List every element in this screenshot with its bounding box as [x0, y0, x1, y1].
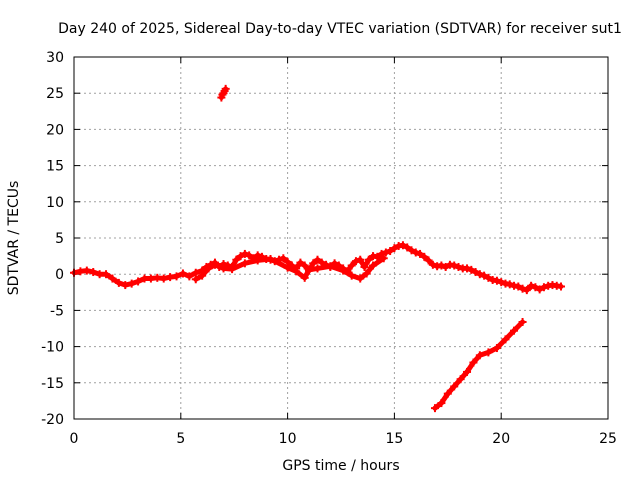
y-tick-label: 30 — [46, 50, 64, 66]
grid — [74, 57, 608, 419]
axis-ticks: 0 5 10 15 20 25 -20 -15 -10 -5 0 5 10 15 20 25 30 — [41, 50, 617, 447]
y-tick-label: 0 — [55, 267, 64, 283]
x-tick-label: 15 — [385, 431, 403, 447]
y-tick-label: 15 — [46, 159, 64, 175]
x-tick-label: 10 — [279, 431, 297, 447]
y-tick-label: 20 — [46, 122, 64, 138]
y-tick-label: -5 — [50, 303, 64, 319]
y-axis-label: SDTVAR / TECUs — [6, 181, 22, 296]
y-tick-label: -10 — [41, 340, 64, 356]
y-tick-label: 5 — [55, 231, 64, 247]
trace-segment — [511, 319, 526, 334]
x-tick-label: 20 — [492, 431, 510, 447]
x-axis-label: GPS time / hours — [282, 458, 399, 474]
y-tick-label: -20 — [41, 412, 64, 428]
y-tick-label: 10 — [46, 195, 64, 211]
trace-segment — [370, 255, 387, 269]
chart-title: Day 240 of 2025, Sidereal Day-to-day VTE… — [58, 21, 622, 37]
data-point — [379, 254, 388, 263]
data-point — [518, 317, 527, 326]
data-point — [221, 84, 230, 93]
x-tick-label: 0 — [70, 431, 79, 447]
data-point — [557, 282, 566, 291]
data-points — [70, 84, 566, 413]
y-tick-label: 25 — [46, 86, 64, 102]
x-tick-label: 5 — [176, 431, 185, 447]
plot-frame — [73, 56, 609, 420]
trace-segment — [268, 256, 291, 271]
x-tick-label: 25 — [599, 431, 617, 447]
y-tick-label: -15 — [41, 376, 64, 392]
